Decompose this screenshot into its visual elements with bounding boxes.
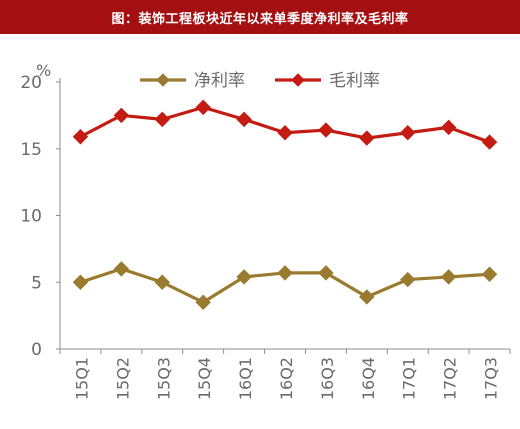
legend-marker <box>291 73 305 87</box>
data-point <box>154 111 170 128</box>
chart-title-bar: 图：装饰工程板块近年以来单季度净利率及毛利率 <box>0 0 520 34</box>
data-point <box>72 274 89 290</box>
data-point <box>400 125 416 141</box>
series-group <box>72 99 498 310</box>
data-point <box>154 274 170 290</box>
data-point <box>440 269 457 285</box>
data-point <box>359 130 375 146</box>
data-point <box>195 294 211 310</box>
chart-title: 图：装饰工程板块近年以来单季度净利率及毛利率 <box>111 11 409 27</box>
data-point <box>481 266 498 282</box>
y-tick-label: 10 <box>20 207 42 227</box>
data-point <box>359 289 375 305</box>
legend-label: 毛利率 <box>329 71 380 91</box>
x-tick-label: 17Q3 <box>482 357 501 400</box>
x-tick-label: 15Q4 <box>195 357 214 400</box>
data-point <box>113 107 130 124</box>
data-point <box>318 122 334 138</box>
series-gross-margin <box>72 99 498 150</box>
series-net-margin <box>72 261 498 310</box>
data-point <box>277 265 293 281</box>
data-point <box>440 119 457 136</box>
data-point <box>72 129 89 145</box>
x-tick-label: 16Q4 <box>359 357 378 400</box>
x-tick-label: 17Q2 <box>441 357 460 400</box>
legend-label: 净利率 <box>194 71 245 91</box>
y-unit-label: % <box>36 61 51 80</box>
y-tick-label: 20 <box>20 73 42 93</box>
x-tick-label: 15Q3 <box>154 357 173 400</box>
legend-marker <box>156 73 170 87</box>
legend-item: 毛利率 <box>275 71 380 91</box>
axes: 0 5 10 15 20% 15Q1 15Q2 15Q3 15Q4 16Q1 16Q2 16Q3 16Q… <box>20 61 511 400</box>
data-point <box>277 125 293 141</box>
y-tick-label: 15 <box>20 140 42 160</box>
legend: 净利率 毛利率 <box>140 71 380 91</box>
data-point <box>481 134 498 150</box>
data-point <box>318 265 334 281</box>
y-tick-label: 0 <box>31 340 42 360</box>
x-tick-label: 17Q1 <box>400 357 419 400</box>
x-tick-label: 16Q2 <box>277 357 296 400</box>
y-tick-label: 5 <box>31 273 42 293</box>
data-point <box>236 111 252 128</box>
x-tick-label: 16Q3 <box>318 357 337 400</box>
data-point <box>113 261 130 277</box>
data-point <box>236 269 252 285</box>
data-point <box>400 271 416 288</box>
legend-item: 净利率 <box>140 71 245 91</box>
data-point <box>195 99 211 116</box>
x-tick-label: 15Q2 <box>113 357 132 400</box>
x-tick-label: 16Q1 <box>236 357 255 400</box>
x-tick-label: 15Q1 <box>72 357 91 400</box>
